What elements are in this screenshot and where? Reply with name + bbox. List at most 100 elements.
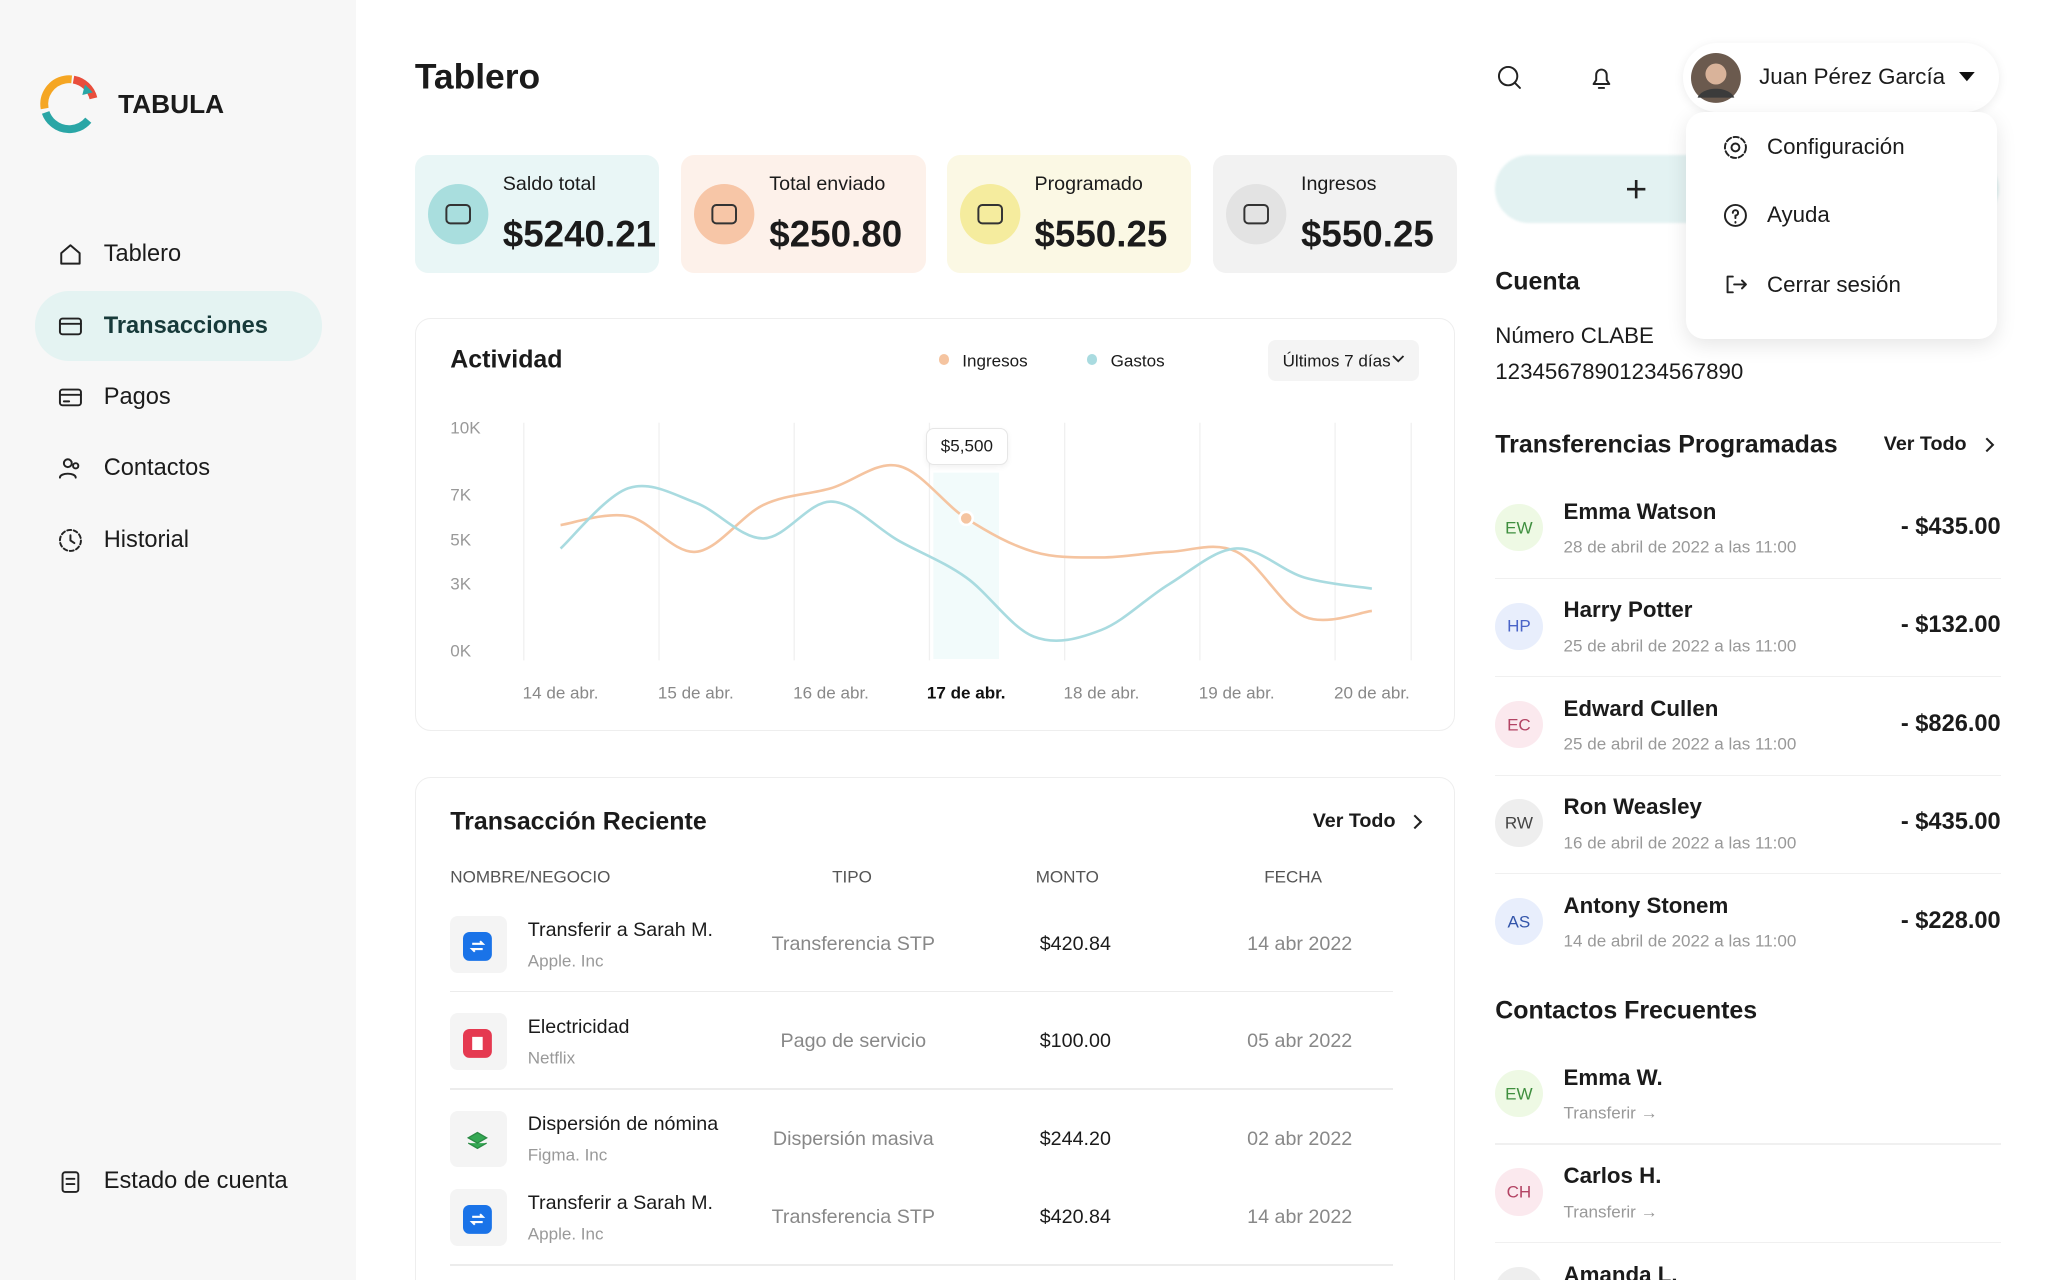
row-date: 14 abr 2022 bbox=[1247, 1206, 1353, 1229]
plus-icon bbox=[1626, 179, 1645, 199]
chevron bbox=[1413, 814, 1422, 830]
section-title: Contactos Frecuentes bbox=[1495, 996, 1758, 1025]
row-name: Electricidad bbox=[527, 1016, 630, 1039]
nav-item[interactable]: Tablero bbox=[103, 240, 182, 267]
contact-name: Carlos H. bbox=[1563, 1163, 1662, 1189]
y-tick-label: 7K bbox=[450, 485, 472, 505]
row-amount: $420.84 bbox=[1039, 933, 1111, 956]
contact-name: Ron Weasley bbox=[1563, 794, 1702, 820]
card-label: Ingresos bbox=[1300, 173, 1377, 196]
row-company: Figma. Inc bbox=[527, 1145, 608, 1165]
y-tick-label: 0K bbox=[450, 641, 472, 661]
avatar-circle bbox=[1495, 504, 1543, 552]
row-date: 02 abr 2022 bbox=[1247, 1127, 1353, 1150]
row-type: Pago de servicio bbox=[780, 1030, 927, 1053]
legend-label: Ingresos bbox=[962, 351, 1028, 371]
menu-item[interactable]: Configuración bbox=[1767, 133, 1905, 159]
nav-item[interactable]: Estado de cuenta bbox=[103, 1167, 288, 1194]
row-name: Dispersión de nómina bbox=[527, 1113, 719, 1136]
row-amount: $420.84 bbox=[1039, 1206, 1111, 1229]
highlight-point bbox=[958, 510, 975, 527]
row-date: 14 abr 2022 bbox=[1247, 933, 1353, 956]
nav-icon bbox=[62, 1171, 80, 1193]
item-divider bbox=[1495, 774, 2001, 776]
row-company: Netflix bbox=[527, 1048, 576, 1068]
nav-icon bbox=[59, 458, 80, 479]
avatar-initials: EC bbox=[1507, 715, 1531, 735]
contact-name: Harry Potter bbox=[1563, 597, 1693, 623]
x-tick-label: 14 de abr. bbox=[522, 683, 599, 703]
contact-name: Emma W. bbox=[1563, 1064, 1663, 1090]
section-title: Transferencias Programadas bbox=[1495, 430, 1838, 459]
card-icon bbox=[694, 183, 755, 245]
row-amount: $244.20 bbox=[1039, 1127, 1111, 1150]
clabe-label: Número CLABE bbox=[1495, 322, 1654, 348]
range-label[interactable]: Últimos 7 días bbox=[1282, 351, 1391, 371]
nav-icon bbox=[59, 529, 83, 553]
item-divider bbox=[1495, 1241, 2001, 1244]
search-icon bbox=[1498, 65, 1522, 89]
bell-icon bbox=[1592, 68, 1611, 89]
contact-name: Antony Stonem bbox=[1563, 892, 1729, 918]
nav-icon bbox=[59, 318, 83, 336]
nav-item[interactable]: Contactos bbox=[103, 454, 211, 481]
avatar-circle bbox=[1495, 897, 1543, 946]
contact-name: Amanda L. bbox=[1563, 1261, 1678, 1280]
row-company: Apple. Inc bbox=[527, 1224, 604, 1244]
clabe-number: 12345678901234567890 bbox=[1495, 358, 1744, 384]
card-icon bbox=[427, 183, 489, 245]
menu-item[interactable]: Cerrar sesión bbox=[1767, 271, 1901, 297]
avatar-initials: EW bbox=[1505, 1084, 1533, 1104]
avatar-initials: HP bbox=[1507, 616, 1531, 636]
avatar-circle bbox=[1495, 701, 1543, 749]
avatar-circle bbox=[1495, 1069, 1543, 1118]
y-tick-label: 5K bbox=[450, 530, 472, 550]
x-tick-label: 18 de abr. bbox=[1063, 683, 1140, 703]
highlight-band bbox=[933, 472, 1000, 660]
row-icon bbox=[463, 1205, 493, 1235]
transfer-link[interactable]: Transferir → bbox=[1563, 1103, 1658, 1123]
avatar-circle bbox=[1495, 1266, 1543, 1280]
nav-item[interactable]: Pagos bbox=[103, 383, 171, 410]
column-header: NOMBRE/NEGOCIO bbox=[450, 867, 611, 887]
nav-item[interactable]: Historial bbox=[103, 527, 190, 554]
sidebar bbox=[0, 0, 356, 1280]
range-select[interactable] bbox=[1268, 340, 1420, 381]
y-tick-label: 3K bbox=[450, 574, 472, 594]
column-header: TIPO bbox=[832, 867, 872, 887]
x-tick-label: 19 de abr. bbox=[1198, 683, 1275, 703]
avatar-circle bbox=[1495, 602, 1543, 650]
card-icon bbox=[1226, 183, 1287, 245]
avatar-initials: RW bbox=[1504, 813, 1533, 833]
nav-icon bbox=[59, 388, 83, 407]
card-value: $250.80 bbox=[769, 213, 903, 255]
chevron bbox=[1392, 355, 1405, 363]
line-series bbox=[559, 484, 1373, 643]
row-type: Dispersión masiva bbox=[772, 1127, 934, 1150]
tooltip-label: $5,500 bbox=[940, 436, 993, 456]
avatar-initials: EW bbox=[1505, 518, 1533, 538]
card-value: $550.25 bbox=[1300, 213, 1434, 255]
section-title: Transacción Reciente bbox=[450, 807, 707, 836]
see-all[interactable]: Ver Todo bbox=[1883, 433, 1967, 456]
x-tick-label: 16 de abr. bbox=[793, 683, 869, 703]
menu-item[interactable]: Ayuda bbox=[1767, 202, 1830, 228]
legend-label: Gastos bbox=[1110, 351, 1165, 371]
tooltip bbox=[925, 427, 1009, 465]
user-name[interactable]: Juan Pérez García bbox=[1759, 64, 1946, 90]
contact-name: Edward Cullen bbox=[1563, 695, 1719, 721]
transfer-link[interactable]: Transferir → bbox=[1563, 1202, 1658, 1222]
row-divider bbox=[450, 1264, 1393, 1266]
nav-active-bg bbox=[35, 291, 322, 362]
nav-item[interactable]: Transacciones bbox=[103, 313, 268, 340]
item-divider bbox=[1495, 577, 2001, 579]
transfer-amount: - $228.00 bbox=[1900, 907, 2001, 934]
transfer-date: 14 de abril de 2022 a las 11:00 bbox=[1563, 931, 1797, 951]
x-tick-label: 20 de abr. bbox=[1333, 683, 1410, 703]
row-icon bbox=[467, 1132, 489, 1150]
see-all[interactable]: Ver Todo bbox=[1312, 809, 1396, 832]
avatar-circle bbox=[1495, 799, 1543, 847]
y-tick-label: 10K bbox=[450, 418, 481, 438]
avatar bbox=[1690, 52, 1741, 103]
